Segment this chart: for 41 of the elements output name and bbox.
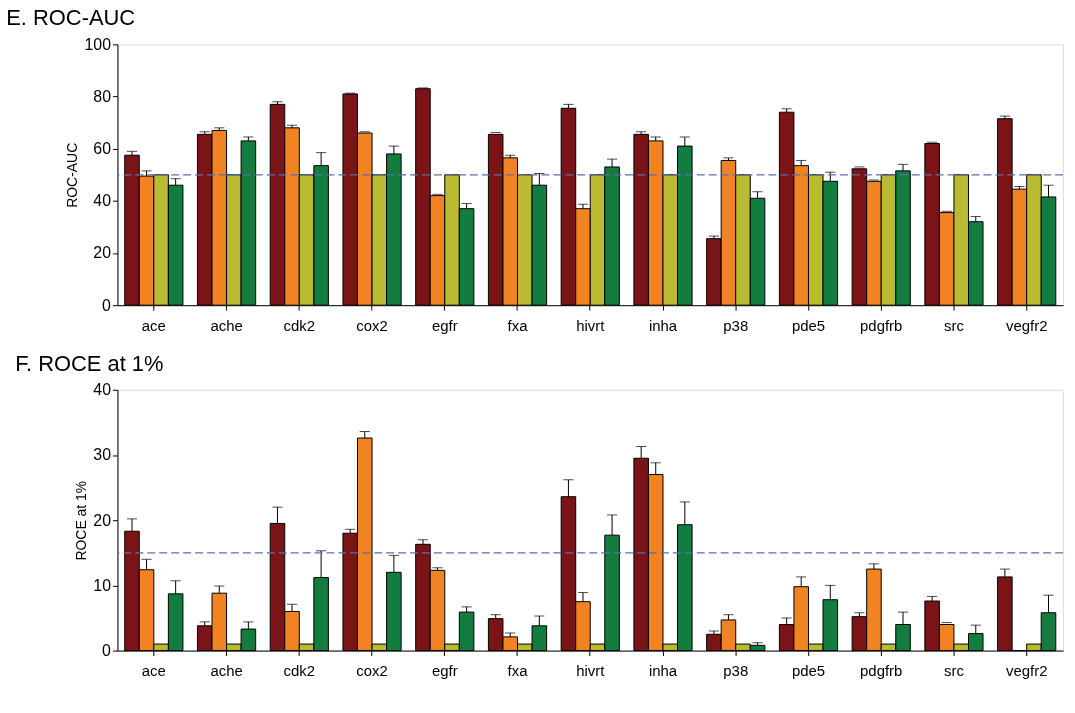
- x-tick-label: ache: [210, 661, 243, 679]
- x-tick-label: vegfr2: [1005, 316, 1048, 334]
- x-tick-label: pde5: [791, 661, 826, 679]
- x-tick-label: pde5: [791, 316, 826, 334]
- y-tick-label: 10: [93, 576, 112, 594]
- x-tick-label: egfr: [431, 316, 458, 334]
- x-tick-label: pdgfrb: [860, 316, 903, 334]
- x-tick-label: cdk2: [283, 316, 316, 334]
- x-tick-label: egfr: [431, 661, 458, 679]
- y-axis-title: ROCE at 1%: [73, 480, 90, 561]
- y-tick-label: 30: [93, 446, 112, 464]
- x-tick-label: inha: [648, 316, 678, 334]
- x-tick-label: inha: [648, 661, 678, 679]
- x-tick-label: ache: [210, 316, 243, 334]
- x-tick-label: src: [943, 316, 965, 334]
- y-tick-label: 100: [84, 35, 112, 53]
- y-tick-label: 40: [93, 192, 112, 210]
- x-tick-label: pdgfrb: [860, 661, 903, 679]
- y-tick-label: 20: [93, 511, 112, 529]
- x-tick-label: hivrt: [576, 316, 606, 334]
- x-tick-label: cox2: [356, 661, 388, 679]
- x-tick-label: ace: [141, 661, 166, 679]
- y-axis-title: ROC-AUC: [64, 142, 81, 208]
- y-tick-label: 0: [102, 642, 112, 660]
- x-tick-label: cox2: [356, 316, 388, 334]
- x-tick-label: src: [943, 661, 965, 679]
- x-tick-label: p38: [723, 661, 749, 679]
- x-tick-label: ace: [141, 316, 166, 334]
- x-tick-label: vegfr2: [1005, 661, 1048, 679]
- x-tick-label: hivrt: [576, 661, 606, 679]
- y-tick-label: 40: [93, 381, 112, 399]
- y-tick-label: 80: [93, 88, 112, 106]
- x-tick-label: fxa: [507, 316, 529, 334]
- y-tick-label: 60: [93, 140, 112, 158]
- chart-title: E. ROC-AUC: [6, 5, 136, 31]
- y-tick-label: 0: [102, 296, 112, 314]
- x-tick-label: cdk2: [283, 661, 316, 679]
- x-tick-label: fxa: [507, 661, 529, 679]
- chart-title: F. ROCE at 1%: [15, 350, 164, 376]
- y-tick-label: 20: [93, 244, 112, 262]
- x-tick-label: p38: [723, 316, 749, 334]
